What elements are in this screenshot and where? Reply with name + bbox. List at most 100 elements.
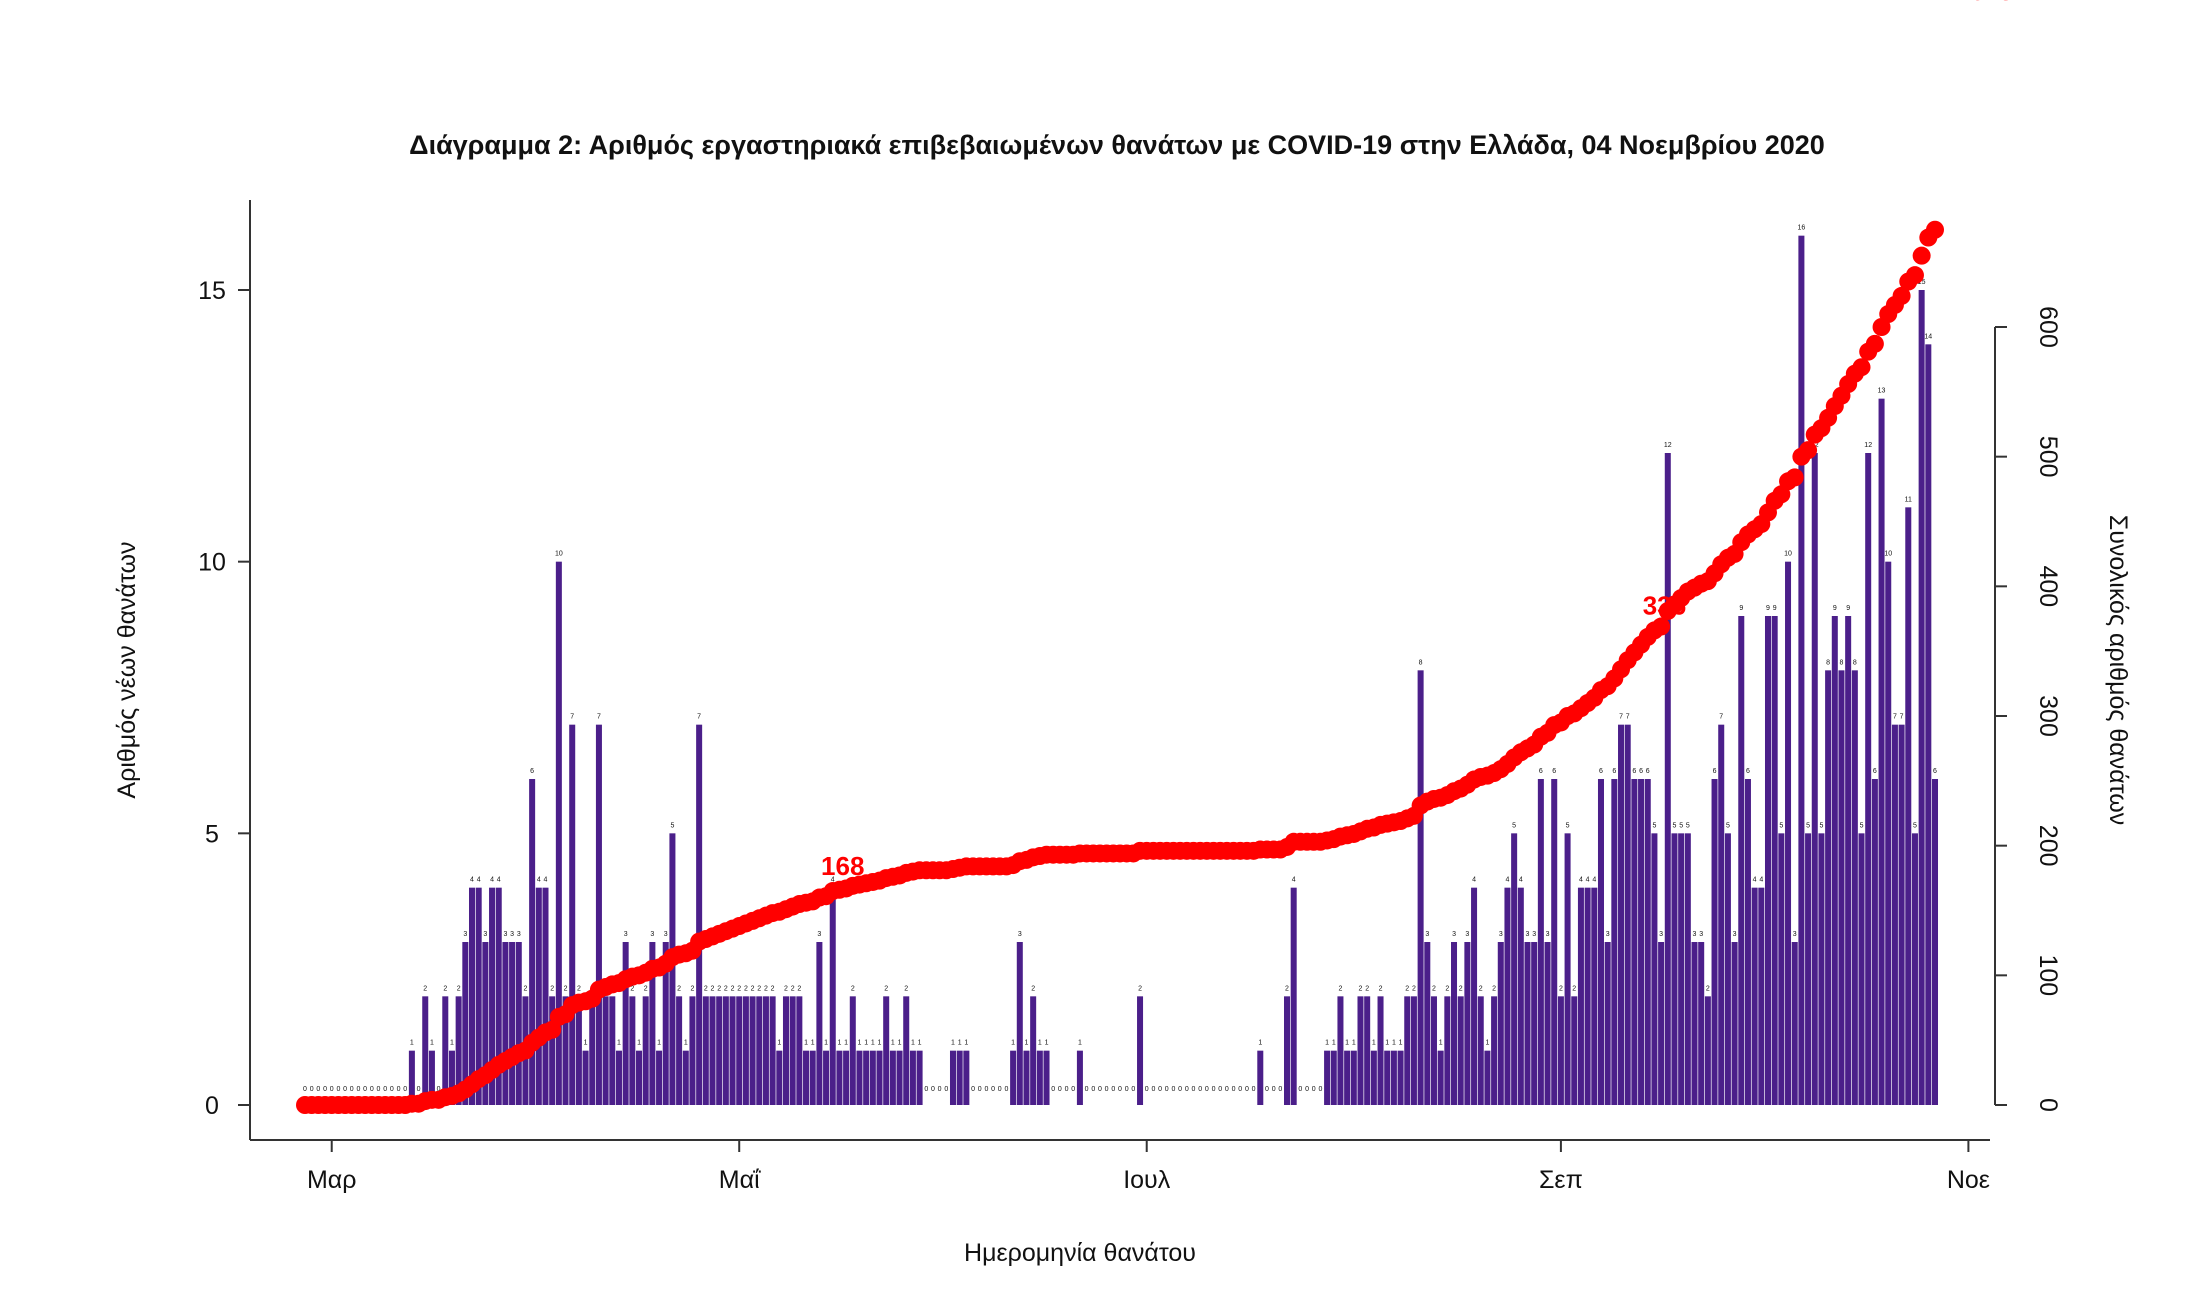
bar-value-label: 1 <box>864 1040 868 1047</box>
bar <box>1885 561 1892 1105</box>
bar-value-label: 9 <box>1833 605 1837 612</box>
bar-value-label: 4 <box>1579 877 1583 884</box>
bar-value-label: 1 <box>891 1040 895 1047</box>
bar-value-label: 1 <box>657 1040 661 1047</box>
bar-value-label: 8 <box>1853 659 1857 666</box>
bar-value-label: 0 <box>1125 1086 1129 1093</box>
bar <box>903 996 910 1105</box>
bar <box>1818 833 1825 1105</box>
bar-value-label: 1 <box>958 1040 962 1047</box>
bar <box>729 996 736 1105</box>
bar-value-label: 0 <box>1118 1086 1122 1093</box>
bar-value-label: 10 <box>1784 551 1792 558</box>
bar-value-label: 2 <box>1572 985 1576 992</box>
bar <box>1010 1050 1017 1105</box>
bar-value-label: 3 <box>624 931 628 938</box>
cumulative-value-label: 673 <box>1970 0 2013 6</box>
bar-value-label: 0 <box>1158 1086 1162 1093</box>
x-tick-label: Νοε <box>1947 1166 1990 1194</box>
bar <box>1871 779 1878 1105</box>
bar-value-label: 6 <box>1639 768 1643 775</box>
bar-value-label: 3 <box>664 931 668 938</box>
bar <box>769 996 776 1105</box>
bar-value-label: 9 <box>1846 605 1850 612</box>
bar-value-label: 0 <box>971 1086 975 1093</box>
bar-value-label: 3 <box>1659 931 1663 938</box>
bar <box>823 1050 830 1105</box>
bar-value-label: 12 <box>1864 442 1872 449</box>
bar <box>636 1050 643 1105</box>
bar <box>1030 996 1037 1105</box>
bar <box>849 996 856 1105</box>
bar <box>1357 996 1364 1105</box>
bar <box>642 996 649 1105</box>
bar-value-label: 3 <box>463 931 467 938</box>
bar-value-label: 8 <box>1419 659 1423 666</box>
bar-value-label: 5 <box>1512 822 1516 829</box>
bar-value-label: 2 <box>904 985 908 992</box>
bar-value-label: 0 <box>1091 1086 1095 1093</box>
bar-value-label: 0 <box>1145 1086 1149 1093</box>
bar-value-label: 1 <box>911 1040 915 1047</box>
bar-value-label: 3 <box>1546 931 1550 938</box>
bar-value-label: 1 <box>871 1040 875 1047</box>
bar <box>1597 779 1604 1105</box>
bar-value-label: 0 <box>397 1086 401 1093</box>
bar <box>569 724 576 1105</box>
bar-value-label: 4 <box>1586 877 1590 884</box>
bar-value-label: 5 <box>670 822 674 829</box>
bar-value-label: 6 <box>1873 768 1877 775</box>
bar <box>1471 887 1478 1105</box>
bar <box>1551 779 1558 1105</box>
bar-value-label: 7 <box>1626 714 1630 721</box>
bar-value-label: 6 <box>1933 768 1937 775</box>
bar-value-label: 1 <box>777 1040 781 1047</box>
bar-value-label: 1 <box>811 1040 815 1047</box>
bar <box>803 1050 810 1105</box>
bar <box>836 1050 843 1105</box>
bar <box>1451 942 1458 1105</box>
bar-value-label: 0 <box>978 1086 982 1093</box>
bar <box>876 1050 883 1105</box>
bar <box>442 996 449 1105</box>
bar <box>462 942 469 1105</box>
bar <box>1377 996 1384 1105</box>
bar <box>1878 398 1885 1106</box>
bar-value-label: 0 <box>1051 1086 1055 1093</box>
bar-value-label: 3 <box>1526 931 1530 938</box>
bar <box>1591 887 1598 1105</box>
bar-value-label: 7 <box>1900 714 1904 721</box>
bar <box>829 887 836 1105</box>
bar-value-label: 5 <box>1779 822 1783 829</box>
bar-value-label: 1 <box>450 1040 454 1047</box>
bar-value-label: 0 <box>323 1086 327 1093</box>
y-left-tick-label: 10 <box>198 549 226 577</box>
bar-value-label: 3 <box>1693 931 1697 938</box>
bar-value-label: 1 <box>617 1040 621 1047</box>
bar-value-label: 3 <box>1018 931 1022 938</box>
bar-value-label: 1 <box>824 1040 828 1047</box>
cumulative-point <box>1892 286 1911 305</box>
bar-value-label: 4 <box>490 877 494 884</box>
bar <box>1457 996 1464 1105</box>
bar-value-label: 0 <box>310 1086 314 1093</box>
bar-value-label: 2 <box>744 985 748 992</box>
bar <box>1324 1050 1331 1105</box>
bar <box>1531 942 1538 1105</box>
bar <box>489 887 496 1105</box>
bar <box>1704 996 1711 1105</box>
bar-value-label: 0 <box>1071 1086 1075 1093</box>
bar-value-label: 4 <box>477 877 481 884</box>
bar-value-label: 2 <box>1359 985 1363 992</box>
bar <box>1731 942 1738 1105</box>
bar-value-label: 2 <box>1338 985 1342 992</box>
bar <box>1811 453 1818 1105</box>
bar-value-label: 4 <box>1753 877 1757 884</box>
bars <box>408 235 1939 1106</box>
bar-value-label: 2 <box>731 985 735 992</box>
bar-value-label: 13 <box>1878 388 1886 395</box>
bar-value-label: 0 <box>1278 1086 1282 1093</box>
bar-value-label: 6 <box>1539 768 1543 775</box>
